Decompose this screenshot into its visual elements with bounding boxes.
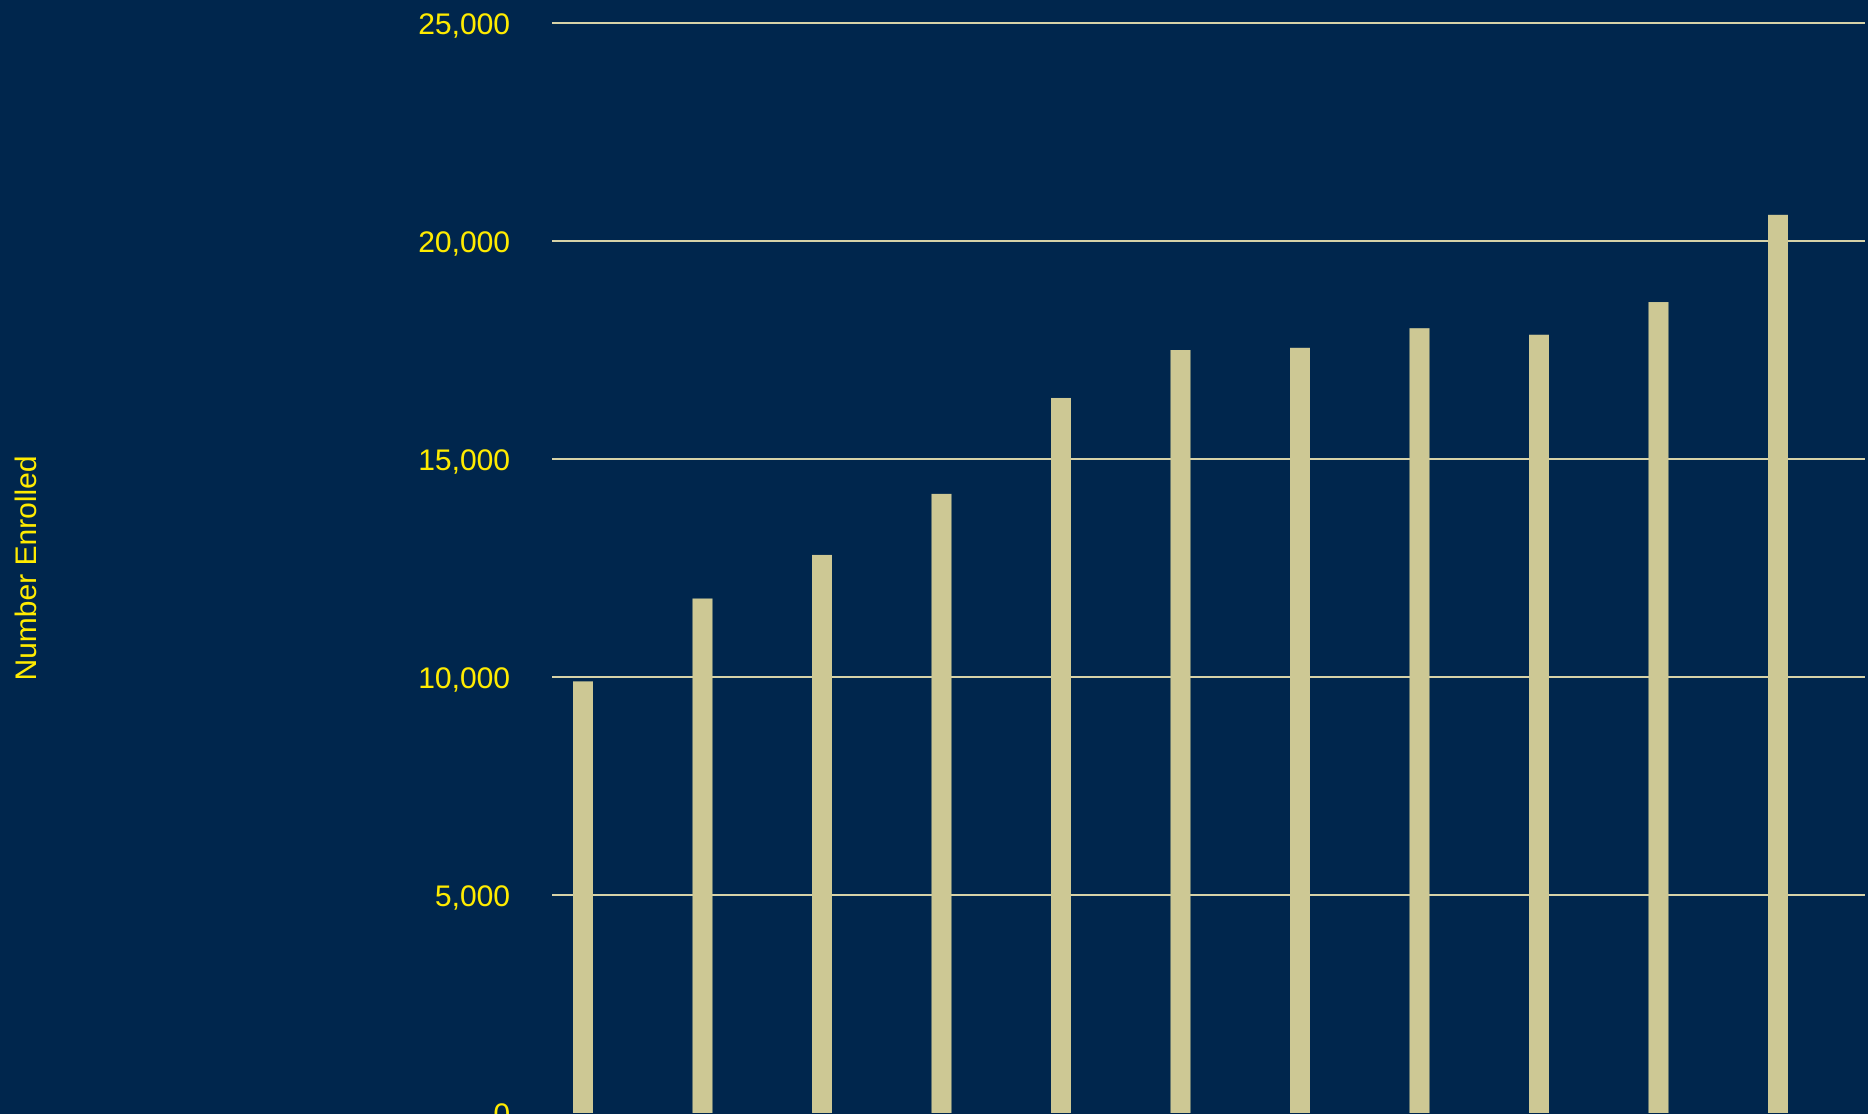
bar — [1648, 302, 1669, 1113]
y-tick-label: 25,000 — [418, 8, 510, 41]
y-tick-label: 0 — [493, 1098, 510, 1114]
y-tick-label: 15,000 — [418, 444, 510, 477]
y-axis-tick-labels: 0 5,000 10,000 15,000 20,000 25,000 — [418, 8, 510, 1114]
gridlines — [552, 22, 1865, 896]
y-tick-label: 10,000 — [418, 662, 510, 695]
bar — [1290, 347, 1310, 1113]
bars — [573, 214, 1788, 1114]
bar — [812, 554, 832, 1113]
bar — [1051, 397, 1071, 1114]
bar — [1768, 214, 1788, 1114]
bar — [931, 493, 952, 1113]
y-tick-label: 5,000 — [435, 880, 510, 913]
y-tick-label: 20,000 — [418, 226, 510, 259]
y-axis-title: Number Enrolled — [10, 455, 43, 680]
bar — [573, 681, 593, 1113]
bar — [692, 598, 713, 1113]
bar — [1529, 334, 1549, 1113]
bar — [1170, 350, 1191, 1113]
bar — [1409, 328, 1430, 1113]
